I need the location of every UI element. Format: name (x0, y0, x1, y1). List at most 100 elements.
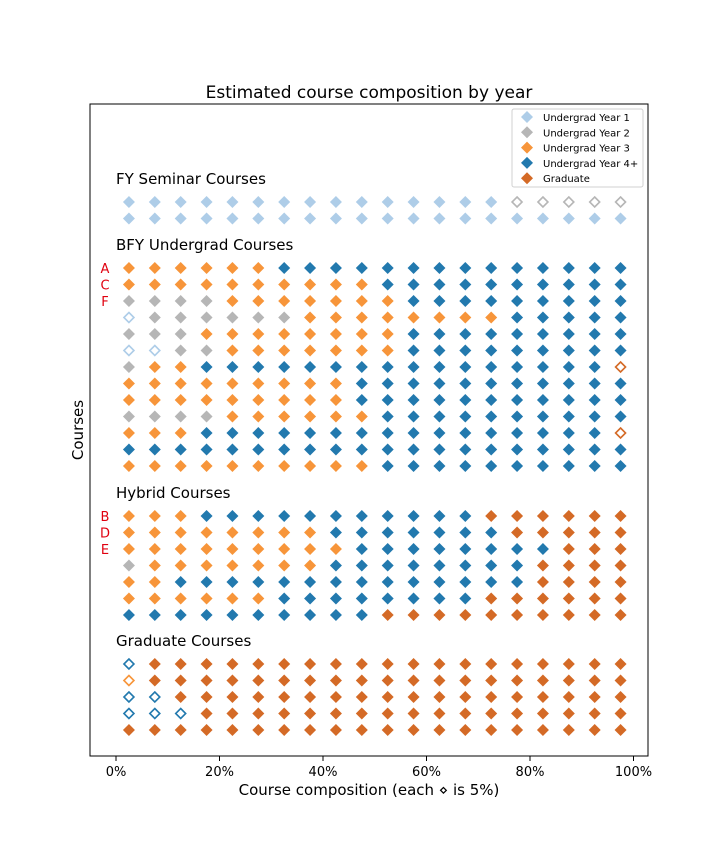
waffle-cell (355, 278, 368, 291)
waffle-cell (252, 361, 265, 373)
course-group: Graduate Courses (116, 632, 627, 736)
waffle-cell (381, 592, 394, 605)
waffle-cell (588, 262, 601, 274)
waffle-cell (252, 724, 265, 736)
waffle-cell (355, 724, 368, 736)
group-title: BFY Undergrad Courses (116, 236, 294, 254)
course-label: E (101, 543, 109, 558)
waffle-cell (433, 262, 446, 274)
waffle-cell (355, 328, 368, 340)
waffle-cell (562, 510, 575, 522)
waffle-cell (485, 576, 498, 588)
waffle-cell (252, 344, 265, 357)
waffle-cell (252, 576, 265, 588)
waffle-cell (148, 707, 161, 720)
waffle-cell (200, 707, 213, 720)
waffle-cell (304, 394, 317, 406)
waffle-cell (252, 609, 265, 621)
course-group: Hybrid Courses BDE (100, 484, 627, 621)
waffle-cell (174, 658, 187, 670)
waffle-cell (407, 460, 420, 472)
waffle-cell (329, 311, 342, 324)
waffle-cell (226, 311, 239, 324)
waffle-cell (278, 510, 291, 522)
waffle-cell (122, 724, 135, 736)
waffle-cell (226, 658, 239, 670)
waffle-cell (122, 311, 136, 324)
waffle-cell (588, 609, 601, 621)
waffle-cell (485, 707, 498, 720)
waffle-cell (614, 592, 627, 605)
waffle-cell (200, 510, 213, 522)
waffle-cell (614, 460, 627, 472)
waffle-cell (226, 328, 239, 340)
waffle-cell (200, 394, 213, 406)
waffle-cell (122, 262, 135, 274)
waffle-cell (329, 460, 342, 472)
waffle-cell (200, 658, 213, 670)
waffle-cell (252, 443, 265, 456)
waffle-cell (200, 295, 213, 307)
x-tick-label: 20% (205, 765, 234, 780)
waffle-cell (355, 344, 368, 357)
waffle-cell (381, 707, 394, 720)
waffle-cell (562, 691, 575, 703)
waffle-cell (433, 526, 446, 539)
waffle-cell (459, 576, 472, 588)
waffle-cell (459, 361, 472, 373)
waffle-cell (562, 443, 575, 456)
waffle-cell (278, 724, 291, 736)
waffle-cell (562, 262, 575, 274)
waffle-cell (200, 328, 213, 340)
waffle-cell (614, 262, 627, 274)
waffle-cell (304, 212, 317, 225)
waffle-cell (329, 576, 342, 588)
waffle-cell (252, 278, 265, 291)
waffle-cell (407, 311, 420, 324)
waffle-cell (485, 212, 498, 225)
waffle-cell (562, 592, 575, 605)
waffle-cell (459, 592, 472, 605)
legend-frame (511, 108, 644, 188)
waffle-cell (614, 559, 627, 572)
waffle-cell (407, 427, 420, 439)
waffle-cell (381, 361, 394, 373)
waffle-cell (459, 262, 472, 274)
waffle-cell (614, 212, 627, 225)
waffle-cell (588, 410, 601, 423)
waffle-cell (459, 295, 472, 307)
waffle-cell (329, 526, 342, 539)
waffle-cell (562, 707, 575, 720)
waffle-cell (304, 691, 317, 703)
waffle-cell (407, 212, 420, 225)
waffle-cell (252, 592, 265, 605)
waffle-cell (122, 690, 136, 704)
waffle-cell (174, 443, 187, 456)
waffle-cell (122, 443, 135, 456)
waffle-cell (381, 674, 394, 687)
waffle-cell (252, 196, 265, 208)
legend-label: Undergrad Year 4+ (543, 159, 638, 170)
waffle-cell (588, 707, 601, 720)
waffle-cell (381, 609, 394, 621)
waffle-cell (407, 658, 420, 670)
waffle-cell (122, 410, 135, 423)
waffle-cell (148, 328, 161, 340)
waffle-cell (148, 609, 161, 621)
waffle-cell (329, 278, 342, 291)
waffle-cell (278, 674, 291, 687)
waffle-cell (252, 460, 265, 472)
waffle-cell (459, 212, 472, 225)
waffle-cell (485, 559, 498, 572)
waffle-cell (226, 576, 239, 588)
waffle-cell (614, 195, 627, 209)
waffle-cell (304, 344, 317, 357)
waffle-cell (381, 262, 394, 274)
waffle-cell (562, 576, 575, 588)
course-label: B (101, 510, 110, 525)
y-axis-label: Courses (69, 400, 87, 460)
waffle-cell (536, 328, 549, 340)
waffle-cell (485, 460, 498, 472)
waffle-cell (252, 212, 265, 225)
waffle-cell (174, 295, 187, 307)
